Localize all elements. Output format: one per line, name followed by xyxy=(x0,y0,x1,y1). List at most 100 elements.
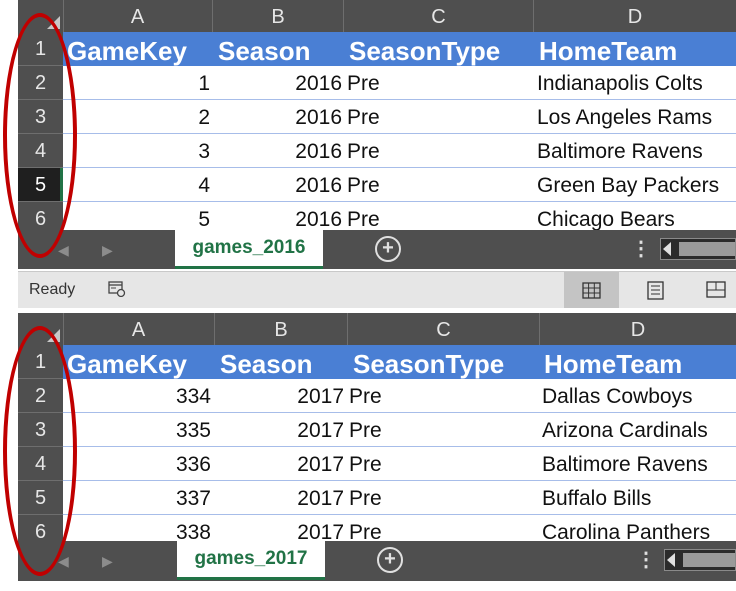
prev-sheet-arrow-icon[interactable]: ◀ xyxy=(58,242,69,258)
header-cell-season[interactable]: Season xyxy=(220,349,313,379)
cell-season[interactable]: 2016 xyxy=(295,106,342,129)
status-bar: Ready xyxy=(18,271,736,308)
cell-hometeam[interactable]: Arizona Cardinals xyxy=(542,419,708,442)
normal-view-button[interactable] xyxy=(564,272,619,308)
cell-season[interactable]: 2017 xyxy=(297,487,344,510)
header-cell-season[interactable]: Season xyxy=(218,36,311,66)
cell-hometeam[interactable]: Baltimore Ravens xyxy=(537,140,703,163)
cell-season[interactable]: 2016 xyxy=(295,72,342,95)
page-layout-icon xyxy=(647,281,664,300)
page-layout-view-button[interactable] xyxy=(628,272,683,308)
table-row: 1 2016 Pre Indianapolis Colts xyxy=(63,66,736,100)
next-sheet-arrow-icon[interactable]: ▶ xyxy=(102,553,113,569)
cell-seasontype[interactable]: Pre xyxy=(349,419,382,442)
status-ready-text: Ready xyxy=(29,281,76,298)
cell-seasontype[interactable]: Pre xyxy=(347,174,380,197)
cell-seasontype[interactable]: Pre xyxy=(349,385,382,408)
cell-hometeam[interactable]: Baltimore Ravens xyxy=(542,453,708,476)
cell-gamekey[interactable]: 334 xyxy=(175,385,211,408)
top-sheet-window: A B C D 1 2 3 4 5 6 GameKey Season Seaso… xyxy=(18,0,736,308)
table-row: 2 2016 Pre Los Angeles Rams xyxy=(63,100,736,134)
cell-seasontype[interactable]: Pre xyxy=(347,208,380,231)
cell-seasontype[interactable]: Pre xyxy=(347,106,380,129)
horizontal-scrollbar[interactable] xyxy=(664,549,736,571)
cell-gamekey[interactable]: 336 xyxy=(175,453,211,476)
header-cell-seasontype[interactable]: SeasonType xyxy=(353,349,505,379)
column-header-bar: A B C D xyxy=(18,0,736,32)
column-header-bar: A B C D xyxy=(18,313,736,345)
cell-hometeam[interactable]: Carolina Panthers xyxy=(542,521,711,544)
header-cell-hometeam[interactable]: HomeTeam xyxy=(539,36,678,66)
scroll-left-arrow-icon[interactable] xyxy=(667,553,675,567)
table-row-partial: 5 2016 Pre Chicago Bears xyxy=(63,202,736,236)
cell-season[interactable]: 2017 xyxy=(297,385,344,408)
cell-season[interactable]: 2016 xyxy=(295,140,342,163)
cell-season[interactable]: 2016 xyxy=(295,174,342,197)
sheet-tab-bar: ◀ ▶ games_2017 + ⋮ xyxy=(18,541,736,581)
column-header-a[interactable]: A xyxy=(63,0,213,32)
cell-hometeam[interactable]: Dallas Cowboys xyxy=(542,385,693,408)
red-annotation-oval-top xyxy=(3,13,77,258)
cell-season[interactable]: 2017 xyxy=(297,453,344,476)
scrollbar-thumb[interactable] xyxy=(683,553,735,567)
sheet-tab-games-2017[interactable]: games_2017 xyxy=(177,541,325,580)
table-row: 335 2017 Pre Arizona Cardinals xyxy=(63,413,736,447)
table-header-row: GameKey Season SeasonType HomeTeam xyxy=(63,345,736,379)
header-cell-gamekey[interactable]: GameKey xyxy=(67,349,187,379)
header-cell-seasontype[interactable]: SeasonType xyxy=(349,36,501,66)
table-row: 337 2017 Pre Buffalo Bills xyxy=(63,481,736,515)
sheet-tab-games-2016[interactable]: games_2016 xyxy=(175,230,323,269)
cell-gamekey[interactable]: 4 xyxy=(198,174,210,197)
table-row: 3 2016 Pre Baltimore Ravens xyxy=(63,134,736,168)
sheet-tab-bar: ◀ ▶ games_2016 + ⋮ xyxy=(18,230,736,269)
scrollbar-thumb[interactable] xyxy=(679,242,735,256)
cell-hometeam[interactable]: Chicago Bears xyxy=(537,208,675,231)
more-options-icon[interactable]: ⋮ xyxy=(631,238,651,260)
cell-gamekey[interactable]: 3 xyxy=(198,140,210,163)
table-row: 336 2017 Pre Baltimore Ravens xyxy=(63,447,736,481)
header-cell-hometeam[interactable]: HomeTeam xyxy=(544,349,683,379)
next-sheet-arrow-icon[interactable]: ▶ xyxy=(102,242,113,258)
column-header-a[interactable]: A xyxy=(63,313,215,345)
table-row: 4 2016 Pre Green Bay Packers xyxy=(63,168,736,202)
cell-seasontype[interactable]: Pre xyxy=(349,521,382,544)
prev-sheet-arrow-icon[interactable]: ◀ xyxy=(58,553,69,569)
add-sheet-plus-icon[interactable]: + xyxy=(375,236,401,262)
cell-gamekey[interactable]: 338 xyxy=(175,521,211,544)
cell-season[interactable]: 2017 xyxy=(297,419,344,442)
cell-gamekey[interactable]: 1 xyxy=(198,72,210,95)
cell-gamekey[interactable]: 2 xyxy=(198,106,210,129)
horizontal-scrollbar[interactable] xyxy=(660,238,736,260)
cell-gamekey[interactable]: 337 xyxy=(175,487,211,510)
more-options-icon[interactable]: ⋮ xyxy=(636,549,656,571)
cell-hometeam[interactable]: Los Angeles Rams xyxy=(537,106,713,129)
table-row: 334 2017 Pre Dallas Cowboys xyxy=(63,379,736,413)
red-annotation-oval-bottom xyxy=(3,326,77,576)
column-header-b[interactable]: B xyxy=(213,0,344,32)
normal-view-grid-icon xyxy=(582,282,601,299)
column-header-c[interactable]: C xyxy=(348,313,540,345)
column-header-d[interactable]: D xyxy=(630,319,646,341)
column-header-d[interactable]: D xyxy=(627,6,643,28)
accessibility-check-icon[interactable] xyxy=(108,281,126,297)
scroll-left-arrow-icon[interactable] xyxy=(663,242,671,256)
cell-seasontype[interactable]: Pre xyxy=(349,453,382,476)
cell-gamekey[interactable]: 5 xyxy=(198,208,210,231)
column-header-b[interactable]: B xyxy=(215,313,348,345)
page-break-view-button[interactable] xyxy=(692,272,736,308)
cell-season[interactable]: 2017 xyxy=(297,521,344,544)
cell-seasontype[interactable]: Pre xyxy=(349,487,382,510)
cell-seasontype[interactable]: Pre xyxy=(347,72,380,95)
cell-season[interactable]: 2016 xyxy=(295,208,342,231)
cell-gamekey[interactable]: 335 xyxy=(175,419,211,442)
column-header-c[interactable]: C xyxy=(344,0,534,32)
add-sheet-plus-icon[interactable]: + xyxy=(377,547,403,573)
cell-seasontype[interactable]: Pre xyxy=(347,140,380,163)
header-cell-gamekey[interactable]: GameKey xyxy=(67,36,187,66)
cell-hometeam[interactable]: Buffalo Bills xyxy=(542,487,652,510)
cell-hometeam[interactable]: Green Bay Packers xyxy=(537,174,720,197)
table-row-partial: 338 2017 Pre Carolina Panthers xyxy=(63,515,736,549)
cell-hometeam[interactable]: Indianapolis Colts xyxy=(537,72,703,95)
page-break-preview-icon xyxy=(706,281,726,298)
bottom-sheet-window: A B C D 1 2 3 4 5 6 GameKey Season Seaso… xyxy=(18,313,736,591)
